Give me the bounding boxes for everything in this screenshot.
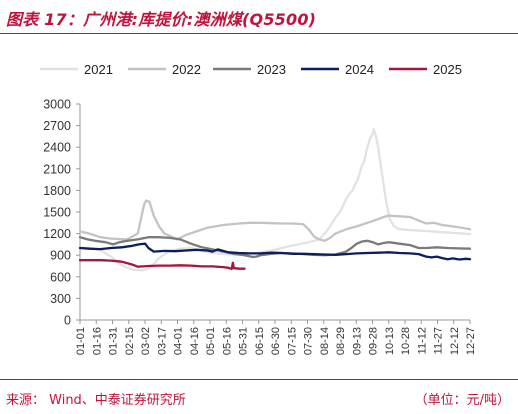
- legend-label-2022: 2022: [172, 62, 201, 77]
- source-note: 来源： Wind、中泰证券研究所: [6, 393, 186, 408]
- x-tick-label: 11-27: [433, 327, 445, 354]
- x-tick-label: 07-30: [303, 327, 315, 355]
- y-axis: 0 300 600 900 1200 1500 1800 2100 2400 2700 3000: [43, 98, 81, 328]
- title-divider: [0, 33, 518, 34]
- y-tick-label: 1200: [43, 227, 71, 241]
- x-tick-label: 12-27: [465, 327, 477, 355]
- x-tick-label: 07-15: [286, 327, 298, 355]
- y-tick-label: 1500: [43, 206, 71, 220]
- series-line-2022: [78, 199, 472, 242]
- chart-legend: 2021 2022 2023 2024 2025: [40, 62, 462, 77]
- x-tick-label: 04-16: [189, 327, 201, 355]
- footer-divider: [0, 379, 518, 380]
- x-tick-label: 06-15: [254, 327, 266, 355]
- series-line-2024: [78, 242, 472, 261]
- legend-label-2024: 2024: [345, 62, 374, 77]
- x-tick-label: 09-13: [351, 327, 363, 355]
- x-tick-label: 03-17: [156, 327, 168, 355]
- legend-label-2025: 2025: [433, 62, 462, 77]
- y-tick-label: 600: [50, 270, 71, 284]
- x-tick-label: 01-16: [91, 327, 103, 355]
- y-tick-label: 2700: [43, 119, 71, 133]
- y-tick-label: 300: [50, 292, 71, 306]
- x-tick-label: 01-31: [108, 327, 120, 355]
- x-tick-label: 05-16: [221, 327, 233, 355]
- series-lines: [78, 128, 472, 272]
- y-tick-label: 2400: [43, 141, 71, 155]
- x-tick-label: 05-31: [238, 327, 250, 355]
- x-tick-label: 04-01: [173, 327, 185, 355]
- x-tick-label: 01-01: [75, 327, 87, 355]
- x-tick-label: 10-28: [400, 327, 412, 355]
- chart-title: 图表 17：广州港:库提价:澳洲煤(Q5500): [6, 10, 317, 29]
- x-tick-label: 12-12: [449, 327, 461, 355]
- y-tick-label: 2100: [43, 162, 71, 176]
- series-line-2025: [78, 259, 246, 271]
- x-tick-label: 10-13: [384, 327, 396, 355]
- unit-note: （单位：元/吨）: [414, 393, 510, 408]
- legend-label-2021: 2021: [84, 62, 113, 77]
- x-tick-label: 09-28: [368, 327, 380, 355]
- y-tick-label: 1800: [43, 184, 71, 198]
- line-chart: 2021 2022 2023 2024 2025 0 300 600 900 1200 1500 1…: [40, 62, 477, 355]
- x-tick-label: 08-14: [319, 327, 331, 355]
- x-tick-label: 08-29: [335, 327, 347, 355]
- y-tick-label: 900: [50, 249, 71, 263]
- x-axis: 01-01 01-16 01-31 02-15 03-02 03-17 04-01 04-16…: [75, 319, 477, 355]
- y-tick-label: 3000: [43, 98, 71, 112]
- x-tick-label: 02-15: [124, 327, 136, 355]
- x-tick-label: 06-30: [270, 327, 282, 355]
- x-tick-label: 11-12: [416, 327, 428, 354]
- legend-label-2023: 2023: [257, 62, 286, 77]
- x-tick-label: 03-02: [140, 327, 152, 355]
- y-tick-label: 0: [64, 314, 71, 328]
- series-line-2021: [78, 128, 472, 272]
- x-tick-label: 05-01: [205, 327, 217, 355]
